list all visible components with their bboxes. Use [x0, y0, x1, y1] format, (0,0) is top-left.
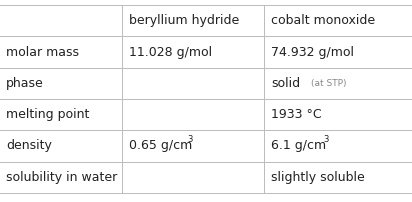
Text: 6.1 g/cm: 6.1 g/cm: [271, 139, 326, 153]
Text: 11.028 g/mol: 11.028 g/mol: [129, 45, 212, 59]
Text: 0.65 g/cm: 0.65 g/cm: [129, 139, 192, 153]
Text: 3: 3: [187, 135, 193, 144]
Text: 1933 °C: 1933 °C: [271, 108, 322, 121]
Text: beryllium hydride: beryllium hydride: [129, 14, 239, 27]
Text: molar mass: molar mass: [6, 45, 79, 59]
Text: 74.932 g/mol: 74.932 g/mol: [271, 45, 354, 59]
Text: solid: solid: [271, 77, 300, 90]
Text: phase: phase: [6, 77, 44, 90]
Text: cobalt monoxide: cobalt monoxide: [271, 14, 375, 27]
Text: (at STP): (at STP): [311, 79, 346, 88]
Text: 3: 3: [323, 135, 328, 144]
Text: solubility in water: solubility in water: [6, 171, 117, 184]
Text: density: density: [6, 139, 52, 153]
Text: melting point: melting point: [6, 108, 89, 121]
Text: slightly soluble: slightly soluble: [271, 171, 365, 184]
